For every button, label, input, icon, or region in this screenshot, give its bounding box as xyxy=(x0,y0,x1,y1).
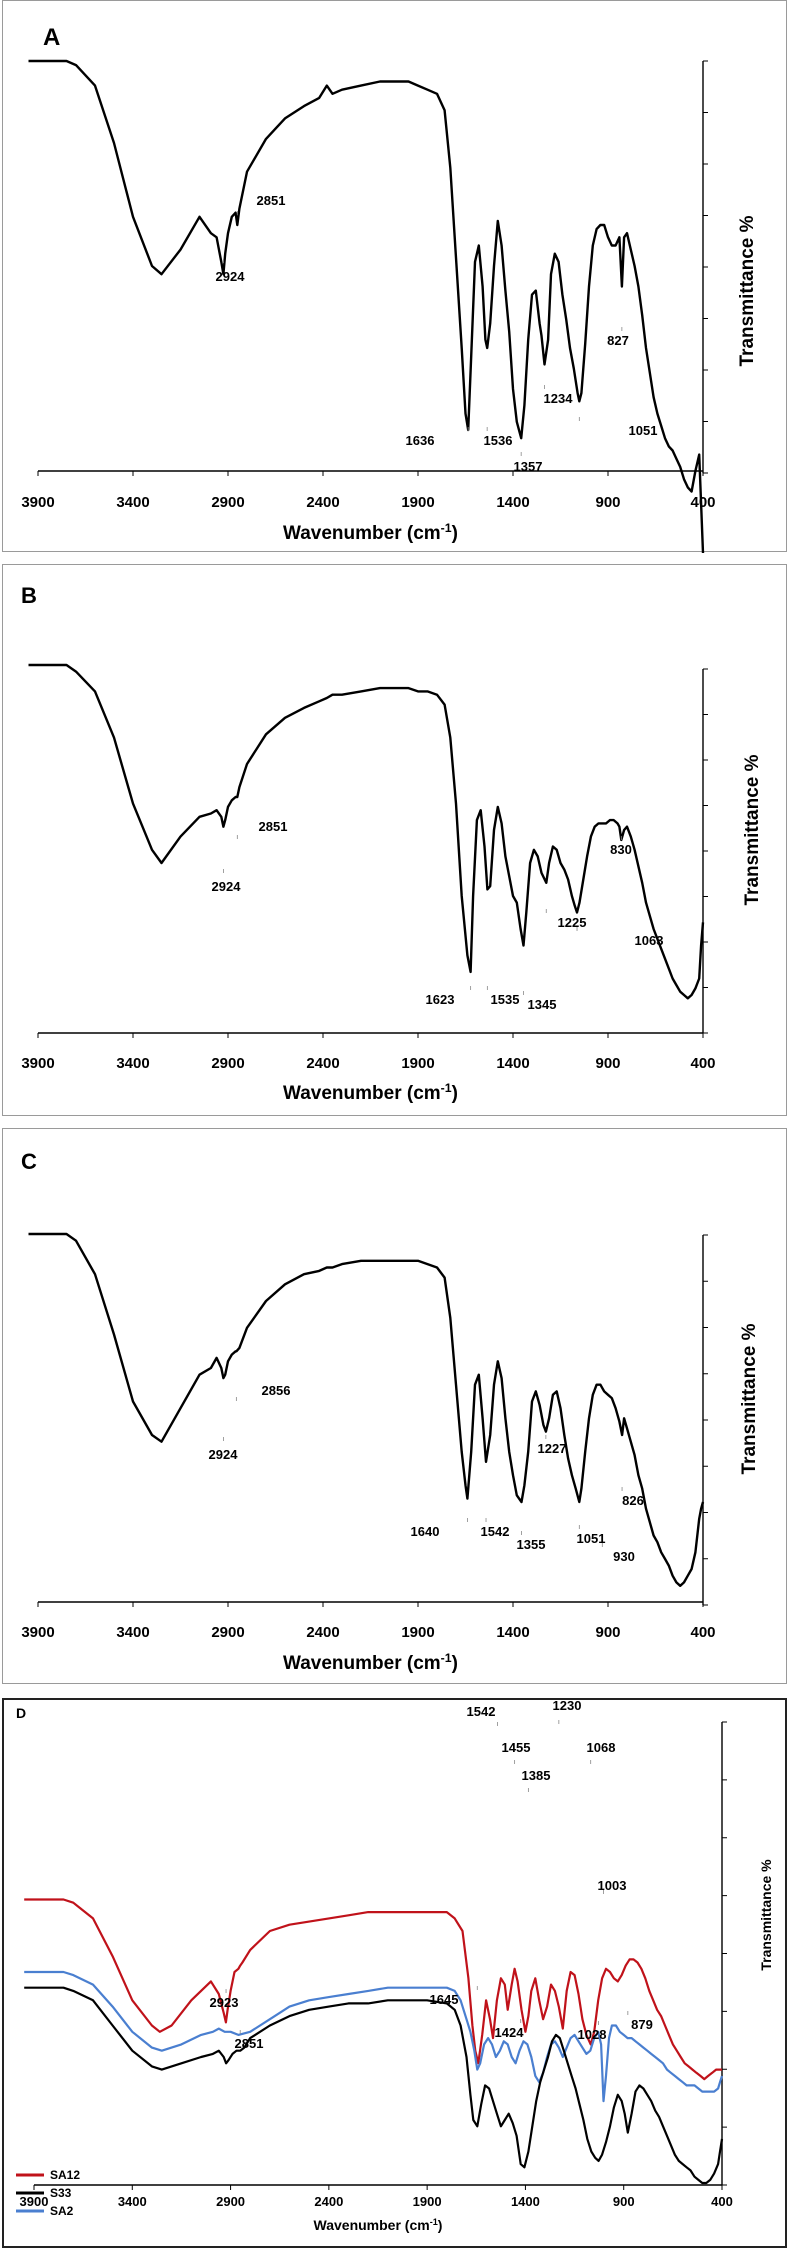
x-tick-label: 2400 xyxy=(306,1624,339,1641)
annotation-1051: 1051 xyxy=(577,1531,606,1546)
y-axis-title: Transmittance % xyxy=(739,1323,760,1474)
annotation-2851: 2851 xyxy=(259,819,288,834)
annotation-1028: 1028 xyxy=(578,2027,607,2042)
annotation-879: 879 xyxy=(631,2017,653,2032)
x-tick-label: 1900 xyxy=(401,1055,434,1072)
x-tick-label: 3900 xyxy=(21,1055,54,1072)
x-tick-label: 2400 xyxy=(314,2194,343,2209)
x-axis-title: Wavenumber (cm-1) xyxy=(314,2217,443,2233)
annotation-1234: 1234 xyxy=(544,391,574,406)
x-tick-label: 2900 xyxy=(216,2194,245,2209)
annotation-1542: 1542 xyxy=(481,1524,510,1539)
series-line-b xyxy=(28,663,705,1000)
annotation-826: 826 xyxy=(622,1493,644,1508)
annotation-930: 930 xyxy=(613,1549,635,1564)
annotation-1536: 1536 xyxy=(484,433,513,448)
y-axis-title: Transmittance % xyxy=(758,1859,774,1971)
x-tick-label: 2900 xyxy=(211,494,244,511)
panel-b: B 3900 3400 2900 2400 1900 1400 900 400 Wavenumbe… xyxy=(2,564,787,1116)
series-line-sa12 xyxy=(24,1898,722,2081)
y-axis-title: Transmittance % xyxy=(742,754,763,905)
x-tick-label: 1900 xyxy=(413,2194,442,2209)
panel-label-b: B xyxy=(21,583,37,608)
annotation-2851: 2851 xyxy=(257,193,286,208)
x-axis-title: Wavenumber (cm-1) xyxy=(283,521,458,544)
annotation-1051: 1051 xyxy=(629,423,658,438)
annotation-1230: 1230 xyxy=(553,1700,582,1713)
annotation-1003: 1003 xyxy=(598,1878,627,1893)
panel-a-chart: A 3900 3400 2900 2400 1900 1400 900 400 Wavenumbe… xyxy=(21,24,758,553)
x-tick-label: 2400 xyxy=(306,1055,339,1072)
x-tick-label: 900 xyxy=(613,2194,635,2209)
x-tick-label: 400 xyxy=(690,1624,715,1641)
series-line-c xyxy=(28,1232,705,1587)
x-tick-label: 3400 xyxy=(116,1055,149,1072)
x-tick-label: 3900 xyxy=(20,2194,49,2209)
x-tick-label: 1900 xyxy=(401,494,434,511)
panel-a: A 3900 3400 2900 2400 1900 1400 900 400 Wavenumbe… xyxy=(2,0,787,553)
x-tick-label: 900 xyxy=(595,1055,620,1072)
x-tick-label: 3900 xyxy=(21,1624,54,1641)
y-axis-title: Transmittance % xyxy=(737,215,758,366)
x-axis-title: Wavenumber (cm-1) xyxy=(283,1081,458,1104)
x-tick-label: 400 xyxy=(690,494,715,511)
panel-label-d: D xyxy=(16,1705,26,1721)
series-line-s33 xyxy=(24,1986,724,2185)
annotation-1424: 1424 xyxy=(495,2025,525,2040)
x-tick-label: 400 xyxy=(690,1055,715,1072)
x-tick-label: 400 xyxy=(711,2194,733,2209)
annotation-2924: 2924 xyxy=(209,1447,239,1462)
annotation-2856: 2856 xyxy=(262,1383,291,1398)
panel-c-chart: C 3900 3400 2900 2400 1900 1400 900 400 Wavenumbe… xyxy=(21,1149,760,1674)
x-tick-label: 1400 xyxy=(496,1055,529,1072)
annotation-1535: 1535 xyxy=(491,992,520,1007)
annotation-1636: 1636 xyxy=(406,433,435,448)
annotation-1227: 1227 xyxy=(538,1441,567,1456)
x-tick-label: 3900 xyxy=(21,494,54,511)
x-tick-label: 1900 xyxy=(401,1624,434,1641)
x-tick-label: 3400 xyxy=(116,1624,149,1641)
annotation-1068: 1068 xyxy=(587,1740,616,1755)
x-tick-label: 1400 xyxy=(496,1624,529,1641)
annotation-2924: 2924 xyxy=(212,879,242,894)
annotation-1645: 1645 xyxy=(430,1992,459,2007)
annotation-2851: 2851 xyxy=(235,2036,264,2051)
legend-label-sa12: SA12 xyxy=(50,2168,80,2182)
legend-label-s33: S33 xyxy=(50,2186,72,2200)
annotation-1345: 1345 xyxy=(528,997,557,1012)
x-tick-label: 2900 xyxy=(211,1624,244,1641)
x-tick-label: 3400 xyxy=(116,494,149,511)
annotation-1355: 1355 xyxy=(517,1537,546,1552)
legend-label-sa2: SA2 xyxy=(50,2204,74,2218)
x-tick-label: 3400 xyxy=(118,2194,147,2209)
annotation-2923: 2923 xyxy=(210,1995,239,2010)
annotation-1542: 1542 xyxy=(467,1704,496,1719)
x-tick-label: 900 xyxy=(595,1624,620,1641)
annotation-1640: 1640 xyxy=(411,1524,440,1539)
annotation-830: 830 xyxy=(610,842,632,857)
panel-c: C 3900 3400 2900 2400 1900 1400 900 400 Wavenumbe… xyxy=(2,1128,787,1684)
panel-b-chart: B 3900 3400 2900 2400 1900 1400 900 400 Wavenumbe… xyxy=(21,583,763,1104)
panel-label-a: A xyxy=(43,24,60,51)
annotation-1063: 1063 xyxy=(635,933,664,948)
annotation-1623: 1623 xyxy=(426,992,455,1007)
series-line-a xyxy=(28,59,705,553)
panel-d-chart: D 3900 3400 2900 2400 1900 1400 900 400 Wavenumbe… xyxy=(16,1700,774,2233)
annotation-1385: 1385 xyxy=(522,1768,551,1783)
x-tick-label: 900 xyxy=(595,494,620,511)
x-tick-label: 2900 xyxy=(211,1055,244,1072)
panel-label-c: C xyxy=(21,1149,37,1174)
x-tick-label: 2400 xyxy=(306,494,339,511)
annotation-1357: 1357 xyxy=(514,459,543,474)
annotation-1225: 1225 xyxy=(558,915,587,930)
annotation-1455: 1455 xyxy=(502,1740,531,1755)
x-tick-label: 1400 xyxy=(496,494,529,511)
annotation-827: 827 xyxy=(607,333,629,348)
annotation-2924: 2924 xyxy=(216,269,246,284)
x-tick-label: 1400 xyxy=(511,2194,540,2209)
panel-d: D 3900 3400 2900 2400 1900 1400 900 400 Wavenumbe… xyxy=(2,1698,787,2248)
x-axis-title: Wavenumber (cm-1) xyxy=(283,1651,458,1674)
